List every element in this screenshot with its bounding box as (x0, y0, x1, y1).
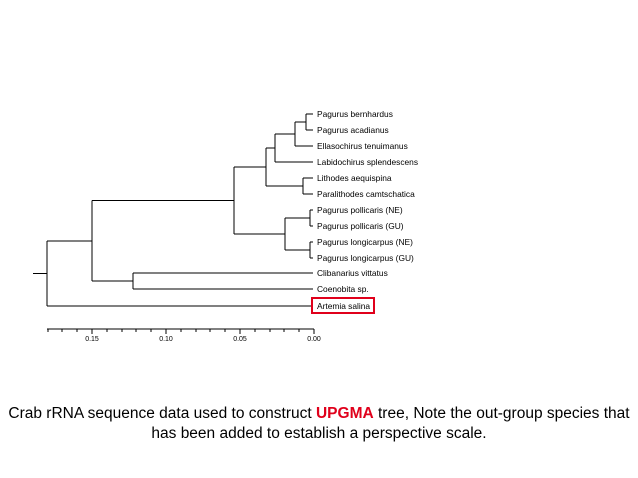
caption-highlight-upgma: UPGMA (315, 405, 374, 422)
leaf-label: Pagurus pollicaris (GU) (317, 221, 404, 231)
caption-text-before: Crab rRNA sequence data used to construc… (8, 405, 316, 422)
leaf-label: Pagurus pollicaris (NE) (317, 205, 403, 215)
leaf-label: Pagurus bernhardus (317, 109, 393, 119)
upgma-tree-diagram: Pagurus bernhardus Pagurus acadianus Ellas… (33, 109, 418, 343)
caption-text-after: tree, Note the out-group species that ha… (151, 405, 630, 442)
axis-tick-label: 0.00 (307, 336, 321, 343)
tree-branches (33, 113, 313, 307)
leaf-label: Artemia salina (317, 301, 370, 311)
leaf-label: Clibanarius vittatus (317, 268, 388, 278)
leaf-label: Pagurus longicarpus (GU) (317, 253, 414, 263)
leaf-label: Ellasochirus tenuimanus (317, 141, 408, 151)
outgroup-highlight-box (311, 297, 375, 314)
leaf-label: Labidochirus splendescens (317, 157, 418, 167)
leaf-labels: Pagurus bernhardus Pagurus acadianus Ellas… (317, 109, 418, 311)
axis-tick-label: 0.10 (159, 336, 173, 343)
leaf-label: Coenobita sp. (317, 284, 369, 294)
leaf-label: Pagurus acadianus (317, 125, 389, 135)
leaf-label: Pagurus longicarpus (NE) (317, 237, 413, 247)
axis-tick-label: 0.05 (233, 336, 247, 343)
axis-tick-label: 0.15 (85, 336, 99, 343)
leaf-label: Lithodes aequispina (317, 173, 392, 183)
figure-caption: Crab rRNA sequence data used to construc… (0, 404, 638, 444)
scale-axis: 0.15 0.10 0.05 0.00 (47, 328, 321, 343)
leaf-label: Paralithodes camtschatica (317, 189, 415, 199)
